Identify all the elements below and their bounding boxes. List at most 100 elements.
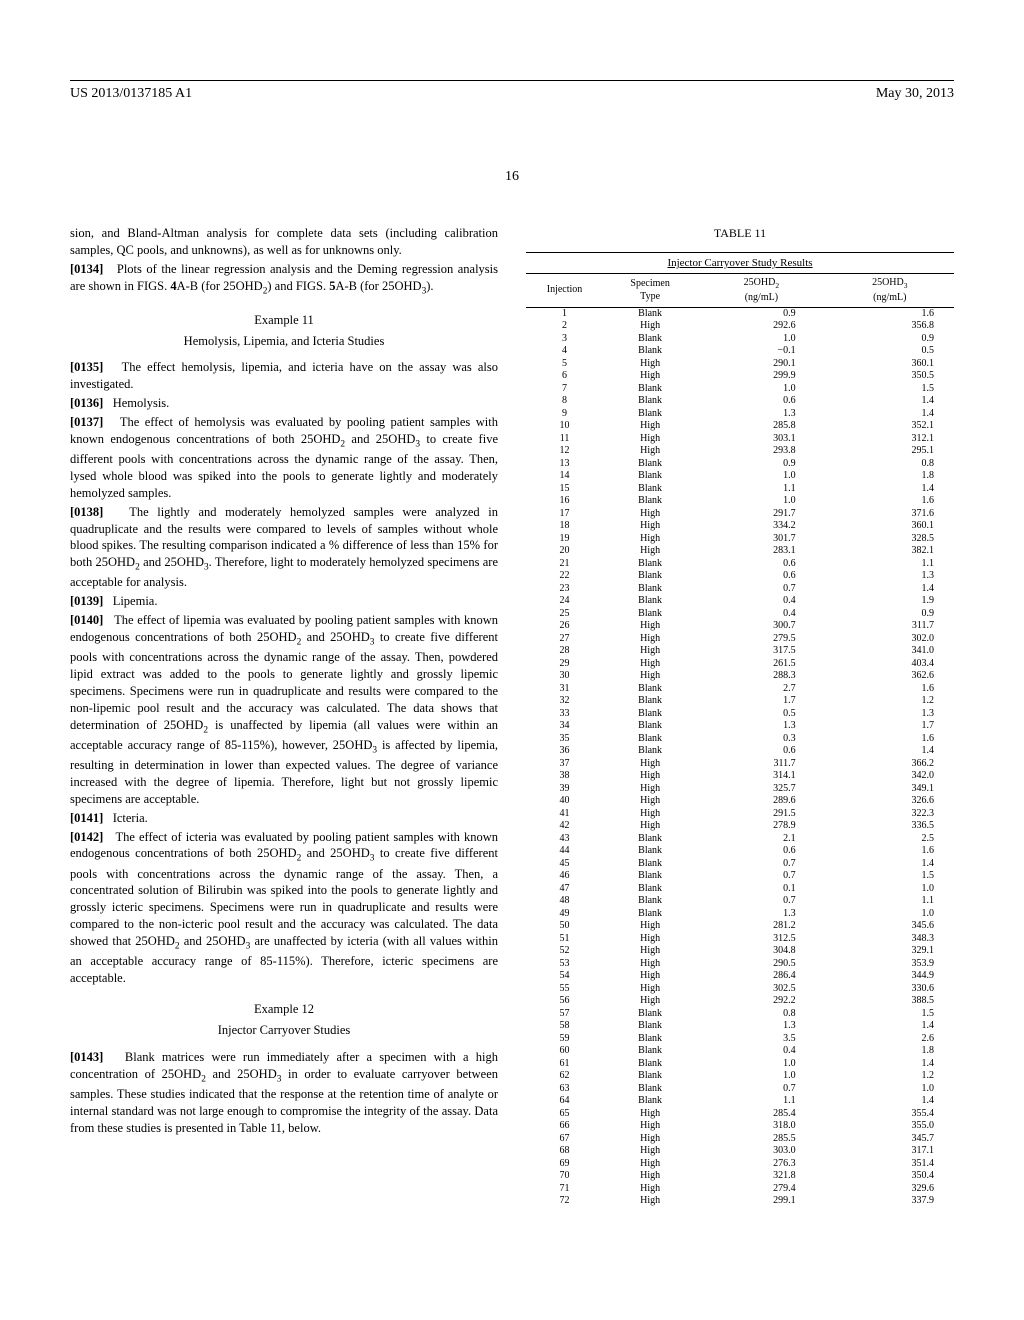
table-cell: 62 — [526, 1070, 603, 1083]
table-cell: Blank — [603, 307, 697, 320]
table-row: 65High285.4355.4 — [526, 1108, 954, 1121]
table-row: 3Blank1.00.9 — [526, 333, 954, 346]
table-cell: 312.1 — [826, 433, 954, 446]
table-cell: 362.6 — [826, 670, 954, 683]
paragraph-0134: [0134] Plots of the linear regression an… — [70, 261, 498, 298]
table-cell: 0.9 — [826, 333, 954, 346]
table-cell: High — [603, 358, 697, 371]
table-cell: 68 — [526, 1145, 603, 1158]
table-cell: 349.1 — [826, 783, 954, 796]
table-row: 61Blank1.01.4 — [526, 1058, 954, 1071]
para-num: [0138] — [70, 505, 103, 519]
table-cell: 1.7 — [826, 720, 954, 733]
table-row: 11High303.1312.1 — [526, 433, 954, 446]
table-cell: 1.5 — [826, 383, 954, 396]
table-cell: High — [603, 1108, 697, 1121]
table-cell: 293.8 — [697, 445, 825, 458]
table-cell: 303.0 — [697, 1145, 825, 1158]
para-num: [0134] — [70, 262, 103, 276]
table-row: 60Blank0.41.8 — [526, 1045, 954, 1058]
table-cell: High — [603, 658, 697, 671]
table-cell: 1.3 — [826, 708, 954, 721]
table-cell: 50 — [526, 920, 603, 933]
table-cell: 1.0 — [826, 1083, 954, 1096]
table-cell: 1.9 — [826, 595, 954, 608]
table-cell: 2.6 — [826, 1033, 954, 1046]
table-row: 23Blank0.71.4 — [526, 583, 954, 596]
table-row: 30High288.3362.6 — [526, 670, 954, 683]
table-cell: 281.2 — [697, 920, 825, 933]
table-cell: Blank — [603, 595, 697, 608]
table-cell: 1.3 — [697, 1020, 825, 1033]
table-row: 12High293.8295.1 — [526, 445, 954, 458]
table-cell: 1.2 — [826, 1070, 954, 1083]
table-row: 46Blank0.71.5 — [526, 870, 954, 883]
table-cell: 312.5 — [697, 933, 825, 946]
table-cell: 299.1 — [697, 1195, 825, 1208]
table-cell: 1.6 — [826, 845, 954, 858]
table-cell: 3.5 — [697, 1033, 825, 1046]
table-cell: 1.6 — [826, 495, 954, 508]
table-cell: Blank — [603, 1058, 697, 1071]
table-cell: Blank — [603, 695, 697, 708]
table-row: 39High325.7349.1 — [526, 783, 954, 796]
table-cell: High — [603, 508, 697, 521]
table-cell: 344.9 — [826, 970, 954, 983]
table-cell: 1.6 — [826, 733, 954, 746]
table-cell: 0.5 — [826, 345, 954, 358]
table-cell: 285.4 — [697, 1108, 825, 1121]
table-header: Injection SpecimenType 25OHD2(ng/mL) 25O… — [526, 273, 954, 307]
table-cell: 49 — [526, 908, 603, 921]
table-cell: 360.1 — [826, 358, 954, 371]
table-cell: 350.5 — [826, 370, 954, 383]
example-12-title: Example 12 — [70, 1001, 498, 1018]
table-row: 20High283.1382.1 — [526, 545, 954, 558]
table-cell: 0.8 — [697, 1008, 825, 1021]
table-row: 72High299.1337.9 — [526, 1195, 954, 1208]
table-cell: 1.0 — [697, 1070, 825, 1083]
table-cell: 65 — [526, 1108, 603, 1121]
table-row: 1Blank0.91.6 — [526, 307, 954, 320]
table-cell: 355.0 — [826, 1120, 954, 1133]
table-cell: 291.7 — [697, 508, 825, 521]
table-11-caption: Injector Carryover Study Results — [526, 252, 954, 271]
table-cell: 292.6 — [697, 320, 825, 333]
table-cell: 7 — [526, 383, 603, 396]
table-cell: 0.6 — [697, 845, 825, 858]
table-row: 43Blank2.12.5 — [526, 833, 954, 846]
table-cell: High — [603, 958, 697, 971]
table-cell: 25 — [526, 608, 603, 621]
table-cell: 19 — [526, 533, 603, 546]
table-cell: 2.5 — [826, 833, 954, 846]
table-cell: 16 — [526, 495, 603, 508]
table-cell: 0.6 — [697, 745, 825, 758]
table-cell: 56 — [526, 995, 603, 1008]
table-cell: 1.1 — [826, 895, 954, 908]
table-cell: 301.7 — [697, 533, 825, 546]
table-cell: 10 — [526, 420, 603, 433]
table-cell: 355.4 — [826, 1108, 954, 1121]
table-cell: 290.1 — [697, 358, 825, 371]
table-cell: 51 — [526, 933, 603, 946]
table-row: 5High290.1360.1 — [526, 358, 954, 371]
table-cell: 286.4 — [697, 970, 825, 983]
table-row: 47Blank0.11.0 — [526, 883, 954, 896]
example-11-title: Example 11 — [70, 312, 498, 329]
table-cell: 1.2 — [826, 695, 954, 708]
table-cell: 1.0 — [826, 908, 954, 921]
table-row: 8Blank0.61.4 — [526, 395, 954, 408]
table-cell: 328.5 — [826, 533, 954, 546]
table-cell: 285.8 — [697, 420, 825, 433]
table-cell: 329.6 — [826, 1183, 954, 1196]
table-row: 66High318.0355.0 — [526, 1120, 954, 1133]
table-cell: 1.1 — [697, 483, 825, 496]
table-cell: Blank — [603, 483, 697, 496]
table-cell: High — [603, 445, 697, 458]
table-cell: High — [603, 945, 697, 958]
table-row: 17High291.7371.6 — [526, 508, 954, 521]
table-cell: 23 — [526, 583, 603, 596]
table-row: 64Blank1.11.4 — [526, 1095, 954, 1108]
paragraph-0140: [0140] The effect of lipemia was evaluat… — [70, 612, 498, 807]
table-cell: 0.7 — [697, 1083, 825, 1096]
table-cell: Blank — [603, 733, 697, 746]
